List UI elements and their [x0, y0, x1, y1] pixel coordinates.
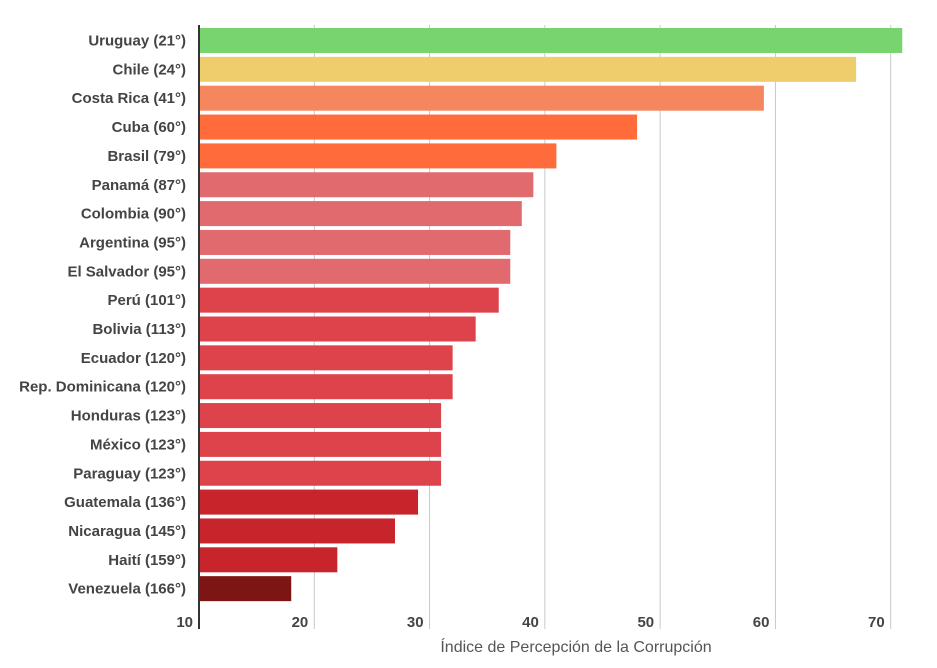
category-label: Perú (101°)	[107, 292, 186, 309]
category-label: Guatemala (136°)	[64, 494, 186, 511]
category-label: El Salvador (95°)	[67, 263, 186, 280]
category-label: Cuba (60°)	[112, 119, 186, 136]
category-label: Panamá (87°)	[92, 177, 186, 194]
category-label: Venezuela (166°)	[68, 581, 186, 598]
category-label: Chile (24°)	[112, 61, 186, 78]
bar	[200, 518, 395, 544]
x-tick-label: 60	[753, 614, 770, 631]
x-tick-labels: 10 20 30 40 50 60 70	[176, 614, 884, 631]
bars	[200, 28, 903, 602]
bar	[200, 258, 511, 284]
bar	[200, 114, 638, 140]
bar	[200, 287, 499, 313]
x-tick-label: 40	[522, 614, 539, 631]
category-label: Uruguay (21°)	[88, 33, 186, 50]
x-tick-label: 70	[868, 614, 885, 631]
category-label: Argentina (95°)	[79, 234, 186, 251]
bar	[200, 316, 476, 342]
x-tick-label: 50	[637, 614, 654, 631]
x-tick-label: 10	[176, 614, 193, 631]
bar	[200, 229, 511, 255]
bar	[200, 576, 292, 602]
category-label: Ecuador (120°)	[81, 350, 186, 367]
bar	[200, 460, 442, 486]
category-label: Haití (159°)	[108, 552, 186, 569]
category-label: Paraguay (123°)	[73, 465, 186, 482]
x-axis-title: Índice de Percepción de la Corrupción	[440, 637, 711, 656]
bar	[200, 56, 857, 82]
category-label: Nicaragua (145°)	[68, 523, 186, 540]
bar	[200, 172, 534, 198]
bar	[200, 201, 522, 227]
x-tick-label: 20	[292, 614, 309, 631]
category-label: Colombia (90°)	[81, 206, 186, 223]
x-tick-label: 30	[407, 614, 424, 631]
bar	[200, 28, 903, 53]
category-labels: Uruguay (21°) Chile (24°) Costa Rica (41°)…	[19, 33, 186, 598]
category-label: México (123°)	[90, 436, 186, 453]
bar	[200, 547, 338, 573]
bar	[200, 374, 453, 400]
bar	[200, 489, 419, 515]
category-label: Honduras (123°)	[71, 408, 186, 425]
category-label: Bolivia (113°)	[92, 321, 186, 338]
bar	[200, 403, 442, 429]
category-label: Rep. Dominicana (120°)	[19, 379, 186, 396]
category-label: Brasil (79°)	[107, 148, 186, 165]
bar	[200, 85, 764, 111]
category-label: Costa Rica (41°)	[72, 90, 186, 107]
bar	[200, 431, 442, 457]
bar	[200, 345, 453, 371]
bar	[200, 143, 557, 169]
